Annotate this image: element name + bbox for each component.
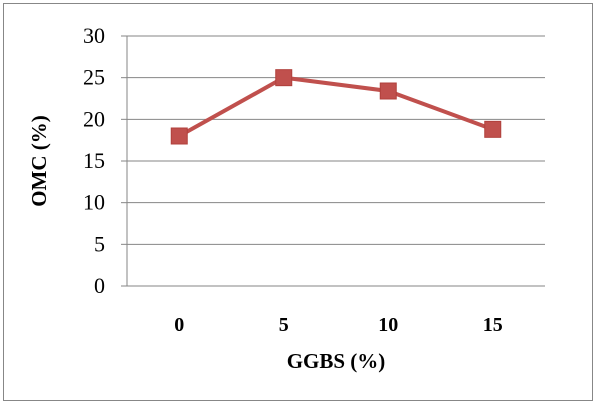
series-layer (170, 69, 502, 145)
x-tick-label: 0 (174, 314, 184, 336)
data-point-marker (170, 127, 188, 145)
x-tick-label: 10 (378, 314, 398, 336)
axes (121, 35, 545, 287)
x-axis-title: GGBS (%) (287, 349, 386, 373)
x-tick-labels: 0 5 10 15 (174, 314, 503, 336)
y-tick-label: 10 (83, 190, 105, 215)
chart-frame (3, 3, 593, 401)
x-tick-label: 15 (483, 314, 503, 336)
y-axis-title: OMC (%) (27, 115, 51, 207)
y-tick-label: 15 (83, 148, 105, 173)
y-tick-label: 5 (94, 231, 105, 256)
y-tick-label: 0 (94, 273, 105, 298)
y-tick-label: 30 (83, 23, 105, 48)
y-tick-label: 25 (83, 65, 105, 90)
series-line (178, 75, 494, 138)
gridlines (127, 35, 545, 245)
data-point-marker (275, 69, 293, 87)
data-point-marker (379, 82, 397, 100)
y-tick-label: 20 (83, 106, 105, 131)
x-tick-label: 5 (279, 314, 289, 336)
y-tick-labels: 0 5 10 15 20 25 30 (83, 23, 105, 298)
data-point-marker (484, 120, 502, 138)
